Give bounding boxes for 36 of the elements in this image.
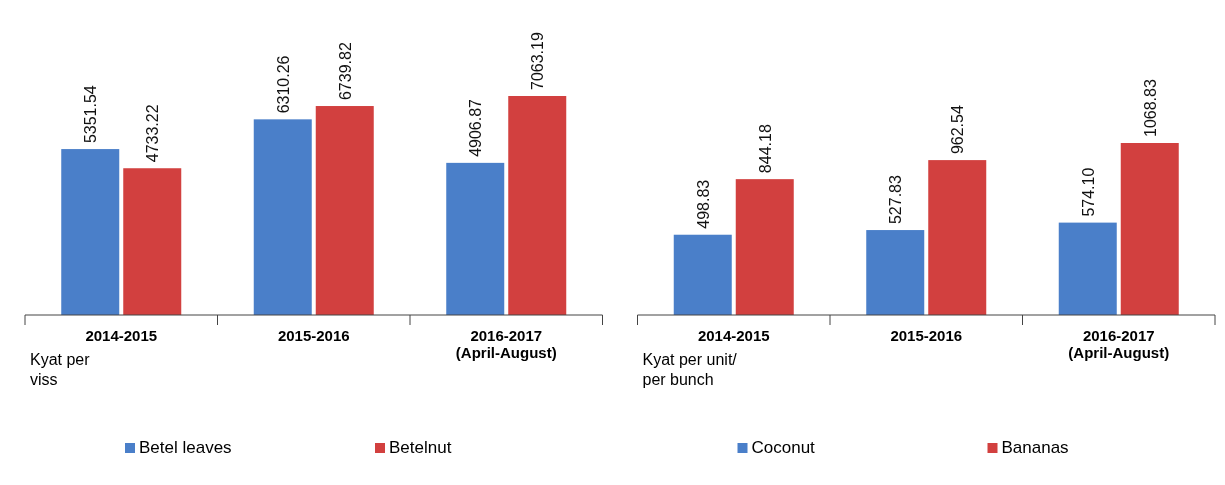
legend-label: Coconut bbox=[751, 438, 816, 457]
bar bbox=[253, 119, 312, 315]
bar bbox=[866, 230, 925, 315]
data-label: 498.83 bbox=[694, 179, 712, 229]
data-label: 4733.22 bbox=[144, 104, 162, 163]
data-label: 5351.54 bbox=[82, 85, 100, 144]
data-label: 574.10 bbox=[1079, 167, 1097, 217]
data-label: 7063.19 bbox=[529, 32, 547, 90]
bar bbox=[1058, 222, 1117, 315]
x-tick-label: 2015-2016 bbox=[277, 327, 350, 344]
data-label: 962.54 bbox=[949, 105, 967, 155]
bar bbox=[315, 106, 374, 315]
data-label: 1068.83 bbox=[1141, 79, 1159, 137]
text: Kyat per unit/ per bunch bbox=[642, 351, 738, 388]
data-label: 6310.26 bbox=[274, 55, 292, 114]
bar bbox=[61, 149, 120, 315]
x-tick-label: 2014-2015 bbox=[697, 327, 770, 344]
data-label: 6739.82 bbox=[336, 42, 354, 101]
x-tick-label: 2015-2016 bbox=[890, 327, 963, 344]
bar bbox=[673, 234, 732, 315]
data-label: 527.83 bbox=[887, 175, 905, 225]
data-label: 4906.87 bbox=[467, 98, 485, 157]
x-tick-label: 2016-2017 (April-August) bbox=[1068, 327, 1170, 361]
bar bbox=[928, 160, 987, 315]
x-tick-label: 2014-2015 bbox=[85, 327, 158, 344]
bar bbox=[735, 179, 794, 315]
legend-label: Betelnut bbox=[389, 438, 452, 457]
bar bbox=[508, 96, 567, 315]
bar bbox=[123, 168, 182, 315]
legend-label: Betel leaves bbox=[139, 438, 232, 457]
bar bbox=[1120, 143, 1179, 315]
text: Kyat per viss bbox=[30, 351, 91, 388]
x-tick-label: 2016-2017 (April-August) bbox=[455, 327, 557, 361]
legend-label: Bananas bbox=[1001, 438, 1069, 457]
bar bbox=[446, 162, 505, 315]
data-label: 844.18 bbox=[756, 124, 774, 174]
